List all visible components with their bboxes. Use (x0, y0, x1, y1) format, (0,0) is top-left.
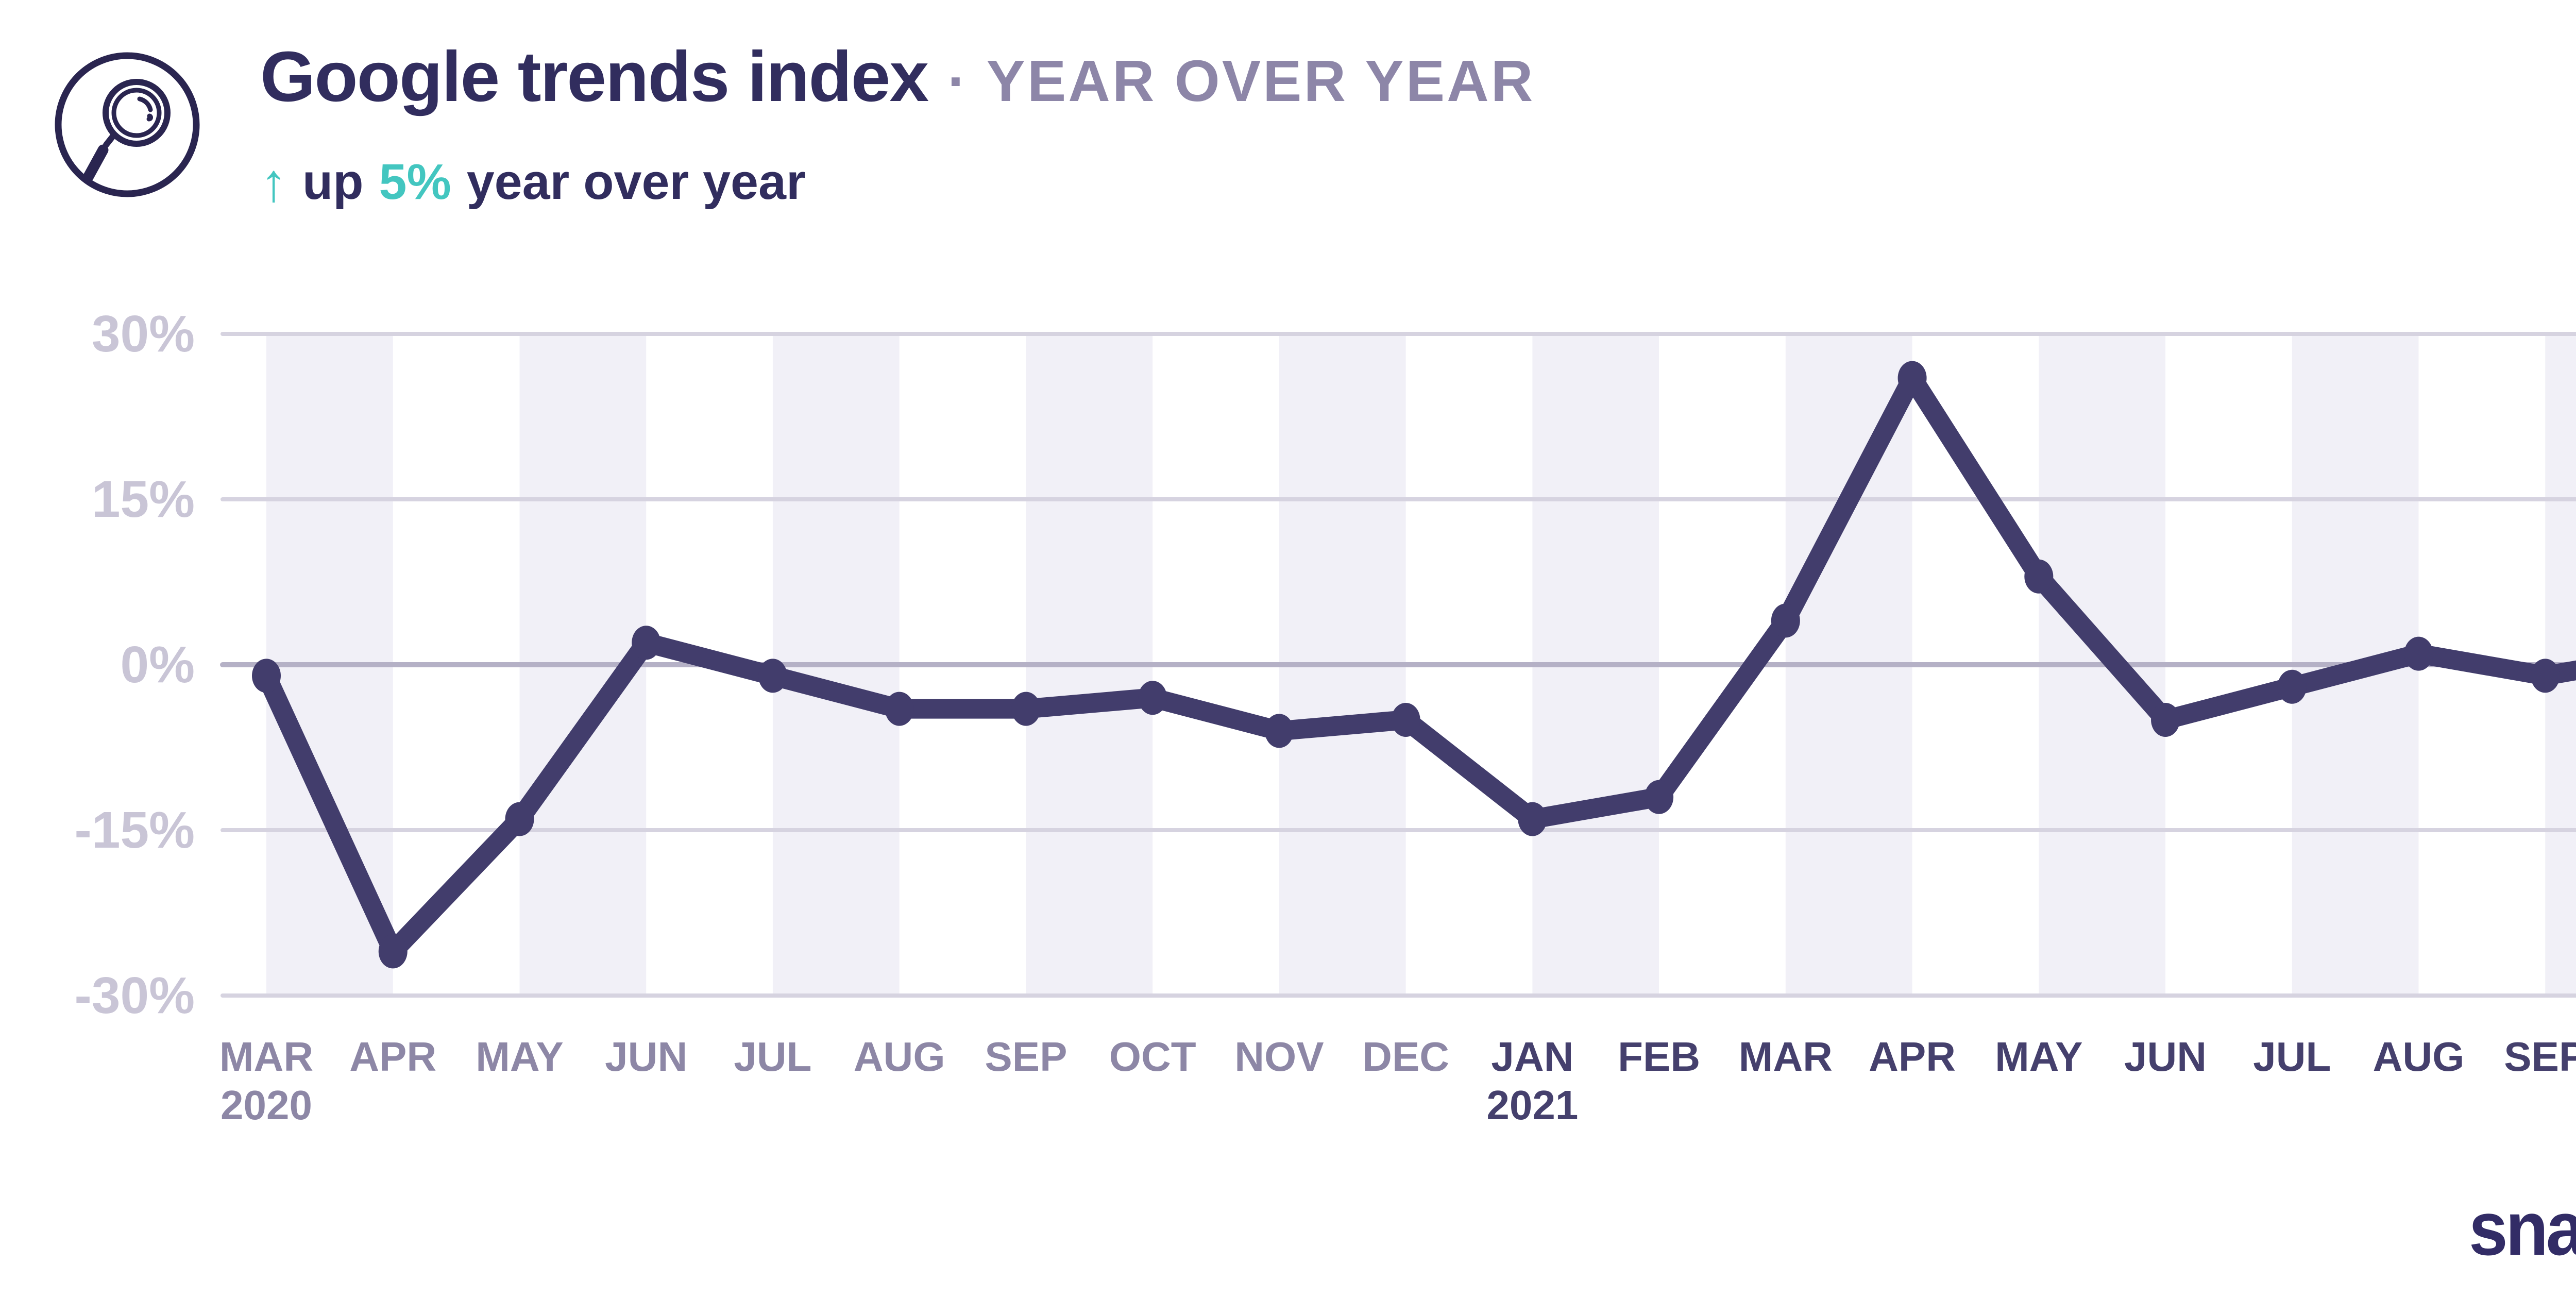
page-title: Google trends index (260, 37, 929, 116)
y-tick-label: -15% (75, 801, 195, 859)
magnifier-lens-inner (111, 88, 162, 138)
data-point (1391, 703, 1420, 737)
data-point (2024, 559, 2054, 594)
lens-highlight-tick (146, 113, 153, 122)
x-year-label: 2021 (1486, 1082, 1578, 1128)
data-point (2277, 669, 2307, 704)
x-tick-label: AUG (854, 1034, 945, 1080)
y-tick-label: 15% (92, 470, 195, 528)
data-point (2404, 636, 2433, 671)
up-arrow-icon: ↑ (260, 153, 287, 213)
trend-value: 5% (379, 154, 451, 210)
y-tick-label: 30% (92, 305, 195, 363)
x-tick-label: APR (1869, 1034, 1956, 1080)
trend-prefix: up (302, 154, 364, 210)
data-point (1011, 692, 1041, 726)
magnifier-lens-outer (103, 79, 171, 147)
data-points (252, 361, 2560, 969)
x-tick-label: SEP (2504, 1034, 2576, 1080)
x-year-label: 2020 (221, 1082, 312, 1128)
x-tick-label: SEP (985, 1034, 1067, 1080)
x-tick-label: APR (349, 1034, 436, 1080)
x-tick-label: AUG (2373, 1034, 2465, 1080)
data-point (1897, 361, 1927, 395)
data-point (378, 934, 408, 969)
data-point (1645, 780, 1674, 814)
lens-highlight-arc (137, 96, 153, 112)
data-point (885, 692, 914, 726)
x-tick-label: JAN (1491, 1034, 1573, 1080)
data-point (632, 626, 661, 660)
y-axis-labels: 30% 15% 0% -15% -30% (75, 305, 195, 1024)
magnifier-handle (83, 144, 109, 182)
x-tick-label: JUN (2124, 1034, 2207, 1080)
data-point (758, 659, 787, 693)
x-tick-label: MAR (1739, 1034, 1833, 1080)
data-point (252, 659, 281, 693)
magnifier-icon (55, 52, 200, 197)
data-point (1138, 681, 1167, 715)
x-tick-label: MAR (219, 1034, 313, 1080)
data-point (2151, 703, 2180, 737)
y-tick-label: 0% (120, 636, 195, 694)
brand-logo: snagajob® (2469, 1185, 2576, 1273)
x-tick-label: DEC (1362, 1034, 1449, 1080)
trend-line (257, 368, 2576, 962)
data-point (505, 802, 534, 836)
brand-logo-text: snagajob (2469, 1186, 2576, 1271)
y-tick-label: -30% (75, 967, 195, 1024)
subtitle-label: YEAR OVER YEAR (986, 48, 1535, 113)
trend-summary: ↑ up 5% year over year (260, 150, 806, 213)
data-point (2531, 659, 2560, 693)
x-tick-label: JUN (605, 1034, 687, 1080)
x-tick-label: JUL (2253, 1034, 2331, 1080)
x-tick-label: MAY (1995, 1034, 2082, 1080)
header: Google trends index · YEAR OVER YEAR (260, 36, 1535, 118)
title-separator-dot: · (947, 49, 967, 113)
data-point (1771, 603, 1800, 638)
x-tick-label: NOV (1234, 1034, 1324, 1080)
data-point (1264, 714, 1294, 748)
x-tick-label: FEB (1618, 1034, 1700, 1080)
data-point (1518, 802, 1547, 836)
trend-suffix: year over year (466, 154, 806, 210)
x-tick-label: JUL (734, 1034, 811, 1080)
magnifier-neck (103, 132, 117, 148)
icon-outer-circle (55, 52, 200, 197)
x-tick-label: OCT (1109, 1034, 1196, 1080)
x-tick-label: MAY (476, 1034, 563, 1080)
